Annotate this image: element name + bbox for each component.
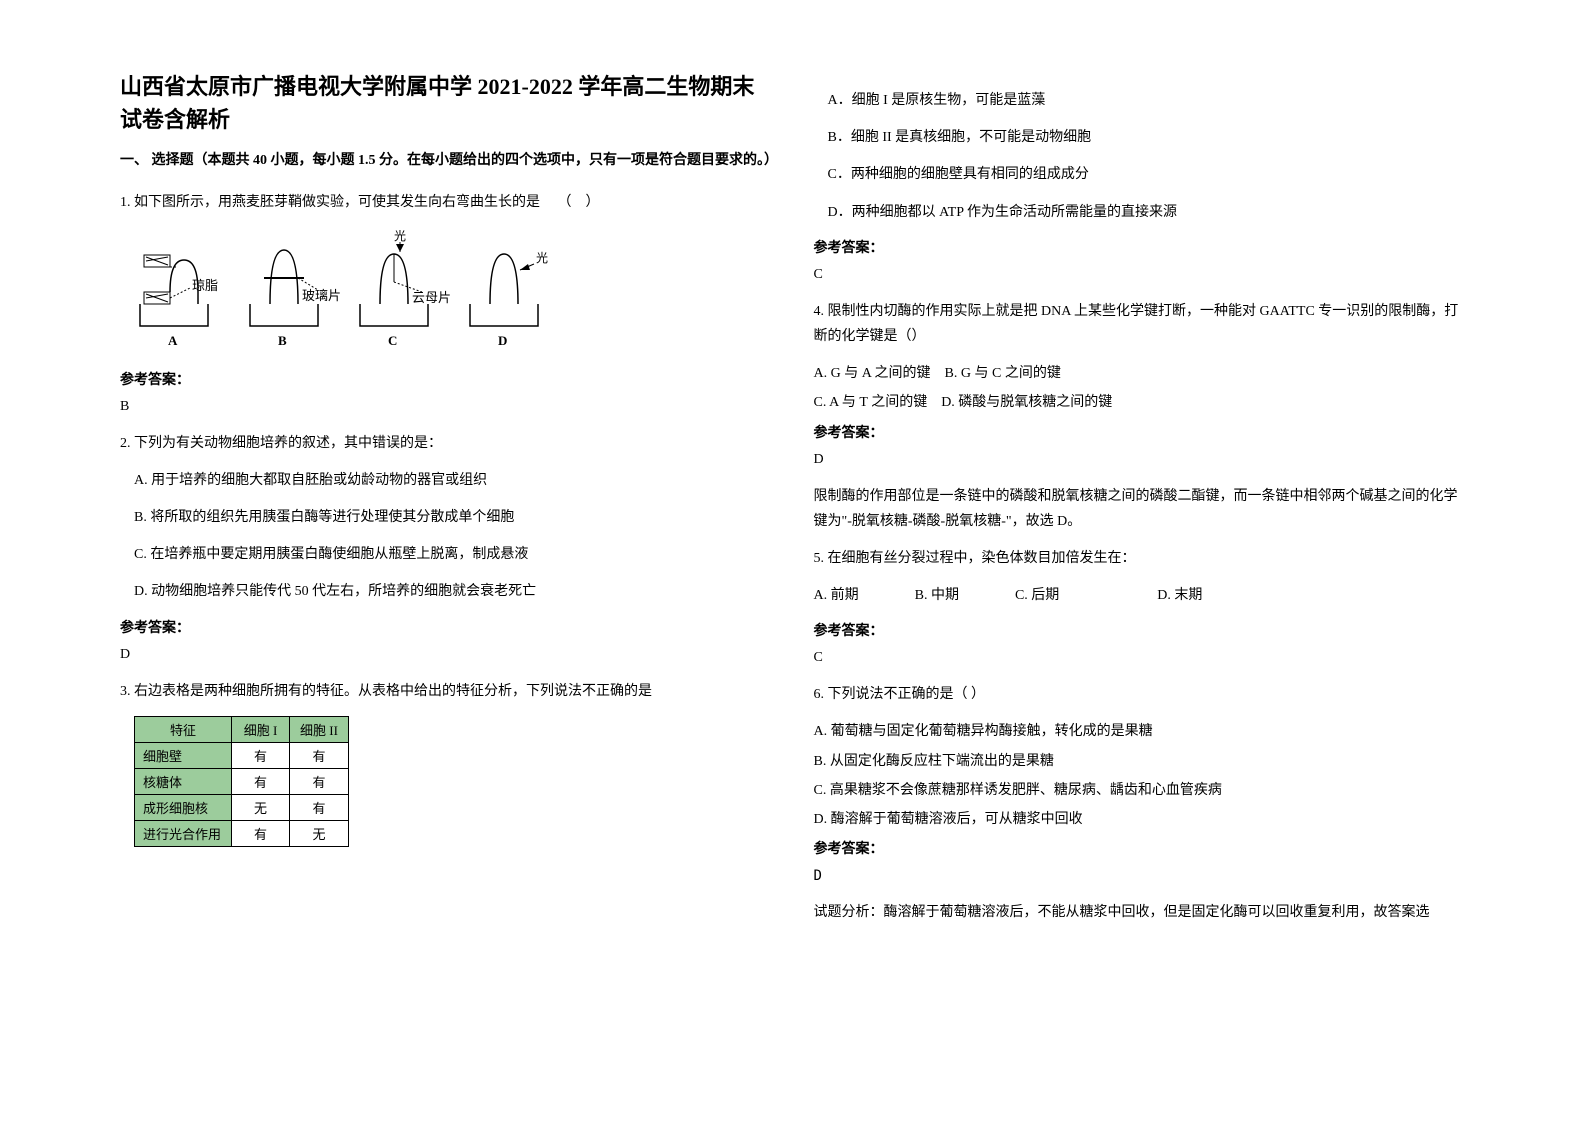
q4-opts-cd: C. A 与 T 之间的键 D. 磷酸与脱氧核糖之间的键 — [814, 390, 1468, 415]
r4c2: 有 — [232, 820, 290, 846]
q3-table: 特征 细胞 I 细胞 II 细胞壁 有 有 核糖体 有 有 成形细胞核 无 有 … — [134, 716, 349, 847]
q2-opt-b: B. 将所取的组织先用胰蛋白酶等进行处理使其分散成单个细胞 — [120, 505, 774, 530]
r3c1: 成形细胞核 — [135, 794, 232, 820]
label-agar: 琼脂 — [192, 278, 218, 293]
q3-opt-b: B．细胞 II 是真核细胞，不可能是动物细胞 — [814, 125, 1468, 150]
q2-opt-d: D. 动物细胞培养只能传代 50 代左右，所培养的细胞就会衰老死亡 — [120, 579, 774, 604]
th-cell1: 细胞 I — [232, 716, 290, 742]
q1-answer: B — [120, 399, 774, 415]
r4c3: 无 — [290, 820, 349, 846]
th-cell2: 细胞 II — [290, 716, 349, 742]
right-column: A．细胞 I 是原核生物，可能是蓝藻 B．细胞 II 是真核细胞，不可能是动物细… — [794, 70, 1488, 1082]
q5-answer: C — [814, 650, 1468, 666]
q2-answer: D — [120, 647, 774, 663]
q1-figure: 琼脂 A 玻璃片 B 光 云母片 — [134, 230, 774, 355]
q2-answer-label: 参考答案： — [120, 617, 774, 637]
r2c2: 有 — [232, 768, 290, 794]
r1c2: 有 — [232, 742, 290, 768]
q3-answer: C — [814, 267, 1468, 283]
r1c3: 有 — [290, 742, 349, 768]
q6-opt-b: B. 从固定化酶反应柱下端流出的是果糖 — [814, 749, 1468, 774]
label-light-c: 光 — [394, 230, 406, 243]
q3-answer-label: 参考答案： — [814, 237, 1468, 257]
q3-opt-d: D．两种细胞都以 ATP 作为生命活动所需能量的直接来源 — [814, 200, 1468, 225]
left-column: 山西省太原市广播电视大学附属中学 2021-2022 学年高二生物期末试卷含解析… — [100, 70, 794, 1082]
q3-stem: 3. 右边表格是两种细胞所拥有的特征。从表格中给出的特征分析，下列说法不正确的是 — [120, 679, 774, 704]
q4-answer: D — [814, 452, 1468, 468]
q6-opt-d: D. 酶溶解于葡萄糖溶液后，可从糖浆中回收 — [814, 807, 1468, 832]
label-d: D — [498, 333, 507, 348]
r2c1: 核糖体 — [135, 768, 232, 794]
r4c1: 进行光合作用 — [135, 820, 232, 846]
q4-answer-label: 参考答案： — [814, 422, 1468, 442]
q6-answer-label: 参考答案： — [814, 838, 1468, 858]
label-light-d: 光 — [536, 251, 548, 265]
label-c: C — [388, 333, 397, 348]
q2-opt-c: C. 在培养瓶中要定期用胰蛋白酶使细胞从瓶壁上脱离，制成悬液 — [120, 542, 774, 567]
r3c2: 无 — [232, 794, 290, 820]
q6-opt-a: A. 葡萄糖与固定化葡萄糖异构酶接触，转化成的是果糖 — [814, 719, 1468, 744]
label-mica: 云母片 — [412, 290, 451, 305]
q4-explanation: 限制酶的作用部位是一条链中的磷酸和脱氧核糖之间的磷酸二酯键，而一条链中相邻两个碱… — [814, 484, 1468, 534]
q3-opt-a: A．细胞 I 是原核生物，可能是蓝藻 — [814, 88, 1468, 113]
fig-group-d: 光 D — [470, 251, 548, 348]
doc-title: 山西省太原市广播电视大学附属中学 2021-2022 学年高二生物期末试卷含解析 — [120, 70, 774, 136]
q2-stem: 2. 下列为有关动物细胞培养的叙述，其中错误的是： — [120, 431, 774, 456]
q6-stem: 6. 下列说法不正确的是（ ） — [814, 682, 1468, 707]
q4-opts-ab: A. G 与 A 之间的键 B. G 与 C 之间的键 — [814, 361, 1468, 386]
label-glass: 玻璃片 — [302, 288, 341, 303]
fig-group-c: 光 云母片 C — [360, 230, 451, 348]
r2c3: 有 — [290, 768, 349, 794]
label-a: A — [168, 333, 178, 348]
q6-answer: D — [814, 868, 1468, 884]
q6-opt-c: C. 高果糖浆不会像蔗糖那样诱发肥胖、糖尿病、龋齿和心血管疾病 — [814, 778, 1468, 803]
q1-answer-label: 参考答案： — [120, 369, 774, 389]
q5-stem: 5. 在细胞有丝分裂过程中，染色体数目加倍发生在： — [814, 546, 1468, 571]
section-1-header: 一、 选择题（本题共 40 小题，每小题 1.5 分。在每小题给出的四个选项中，… — [120, 150, 774, 172]
fig-group-a: 琼脂 A — [140, 255, 218, 348]
q1-stem: 1. 如下图所示，用燕麦胚芽鞘做实验，可使其发生向右弯曲生长的是 （ ） — [120, 190, 774, 215]
q4-stem: 4. 限制性内切酶的作用实际上就是把 DNA 上某些化学键打断，一种能对 GAA… — [814, 299, 1468, 349]
q6-explanation: 试题分析：酶溶解于葡萄糖溶液后，不能从糖浆中回收，但是固定化酶可以回收重复利用，… — [814, 900, 1468, 925]
q2-opt-a: A. 用于培养的细胞大都取自胚胎或幼龄动物的器官或组织 — [120, 468, 774, 493]
q5-answer-label: 参考答案： — [814, 620, 1468, 640]
r1c1: 细胞壁 — [135, 742, 232, 768]
q5-opts: A. 前期 B. 中期 C. 后期 D. 末期 — [814, 583, 1468, 608]
q3-opt-c: C．两种细胞的细胞壁具有相同的组成成分 — [814, 162, 1468, 187]
label-b: B — [278, 333, 287, 348]
fig-group-b: 玻璃片 B — [250, 250, 341, 348]
th-feature: 特征 — [135, 716, 232, 742]
r3c3: 有 — [290, 794, 349, 820]
